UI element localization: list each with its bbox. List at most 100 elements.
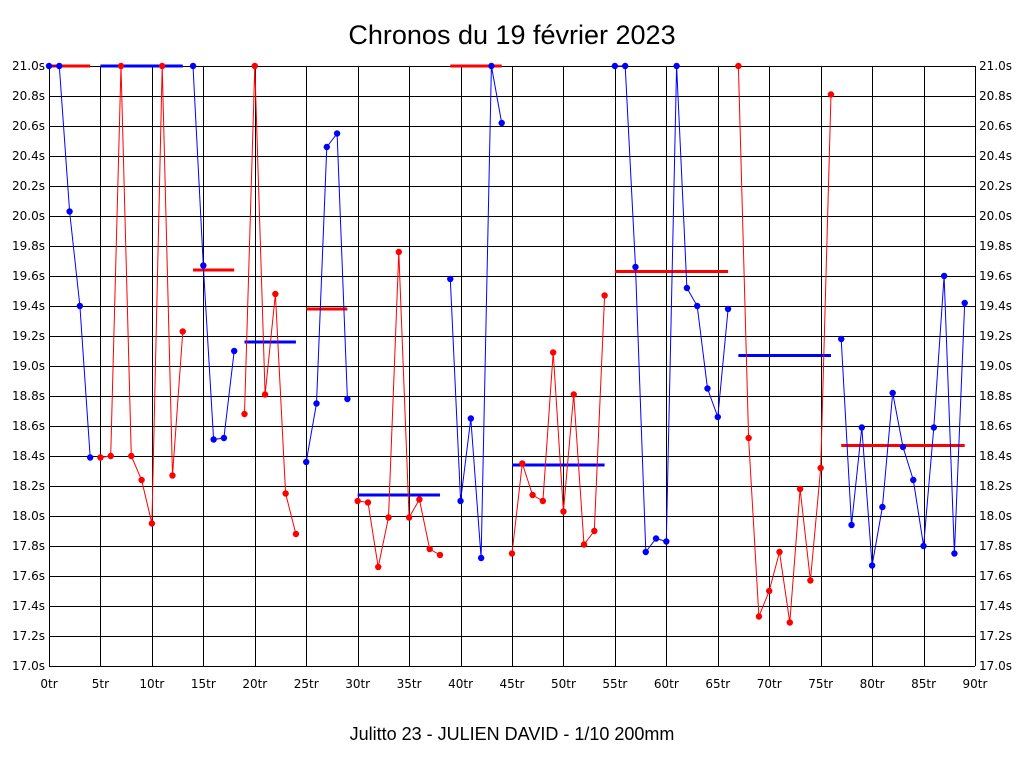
x-tick-label: 40tr [448,677,473,691]
lap-point [868,562,876,569]
series-line [449,65,503,559]
lap-point [889,389,896,397]
y-tick-label-left: 20.2s [12,179,45,193]
lap-point [97,454,104,461]
y-tick-label-right: 17.0s [979,659,1012,673]
x-tick-label: 75tr [808,677,833,691]
y-tick-label-left: 21.0s [12,59,45,73]
chart-title: Chronos du 19 février 2023 [348,20,675,50]
y-tick-label-left: 19.0s [12,359,45,373]
x-tick-label: 50tr [551,677,576,691]
lap-point [405,514,413,521]
lap-point [570,391,577,398]
y-tick-label-left: 20.6s [12,119,45,133]
y-tick-label-right: 18.8s [979,389,1012,403]
lap-point [76,302,84,310]
lap-point [344,395,351,403]
x-tick-label: 15tr [191,677,216,691]
lap-point [539,497,547,505]
x-tick-label: 0tr [40,677,57,691]
lap-point [549,349,557,356]
y-tick-label-right: 18.0s [979,509,1012,523]
lap-point [220,434,228,442]
lap-point [755,613,763,620]
y-tick-label-left: 18.8s [12,389,45,403]
y-tick-label-right: 20.6s [979,119,1012,133]
y-tick-label-right: 18.2s [979,479,1012,493]
x-tick-label: 20tr [242,677,267,691]
lap-point [642,548,649,556]
lap-point [200,262,207,269]
lap-point [745,434,752,442]
lap-point [292,530,300,538]
x-tick-label: 65tr [705,677,730,691]
lap-point [364,499,372,506]
lap-point [385,514,392,521]
lap-point [621,62,629,70]
lap-point [508,550,516,557]
lap-point [714,413,721,421]
lap-point [899,443,907,451]
lap-point [251,62,258,70]
lap-point [940,272,948,280]
x-tick-label: 55tr [602,677,627,691]
lap-point [128,452,135,460]
series-line [244,65,297,535]
x-tick-label: 35tr [397,677,422,691]
lap-point [498,119,505,127]
lap-point [817,464,824,472]
y-tick-label-right: 17.4s [979,599,1012,613]
lap-point [591,527,598,535]
lap-point [796,485,804,493]
lap-point [457,497,464,505]
lap-point [467,415,475,422]
lap-point [416,496,423,503]
y-tick-label-right: 19.4s [979,299,1012,313]
y-tick-label-left: 19.8s [12,239,45,253]
y-tick-label-right: 17.8s [979,539,1012,553]
lap-point [426,545,433,553]
lap-point [910,476,917,484]
x-tick-label: 60tr [654,677,679,691]
lap-point [45,62,53,70]
y-tick-label-left: 17.8s [12,539,45,553]
x-tick-label: 45tr [500,677,525,691]
lap-point [704,385,711,392]
series-line [614,65,729,554]
y-tick-label-left: 18.2s [12,479,45,493]
y-tick-label-right: 17.6s [979,569,1012,583]
lap-point [529,491,536,499]
lap-point [66,208,73,215]
lap-point [827,91,835,98]
lap-point [519,460,526,467]
x-tick-label: 80tr [860,677,885,691]
lap-point [951,550,958,557]
lap-point [663,538,670,545]
y-tick-label-left: 19.2s [12,329,45,343]
lap-point [86,454,94,461]
y-tick-label-left: 20.0s [12,209,45,223]
y-axis-ticks-right: 17.0s 17.2s 17.4s 17.6s 17.8s 18.0s 18.2s 18.4s… [979,59,1012,673]
y-tick-label-left: 17.0s [12,659,45,673]
lap-series [45,62,968,626]
x-tick-label: 30tr [345,677,370,691]
y-tick-label-left: 20.4s [12,149,45,163]
lap-point [560,508,567,515]
x-axis-ticks: 0tr 5tr 10tr 15tr 20tr 25tr 30tr 35tr 40tr 45tr 50… [40,677,987,691]
y-tick-label-left: 18.4s [12,449,45,463]
lap-point [961,299,968,307]
lap-point [858,424,866,431]
lap-point [313,400,320,407]
lap-point [138,476,145,484]
grid [49,66,976,667]
lap-point [179,328,186,335]
lap-point [611,62,619,70]
y-tick-label-right: 19.8s [979,239,1012,253]
lap-point [488,62,495,70]
lap-point [632,263,639,271]
y-tick-label-left: 20.8s [12,89,45,103]
series-line [737,65,832,623]
y-axis-ticks-left: 17.0s 17.2s 17.4s 17.6s 17.8s 18.0s 18.2s 18.4s… [12,59,45,673]
lap-point [580,541,588,548]
lap-point [148,520,156,527]
